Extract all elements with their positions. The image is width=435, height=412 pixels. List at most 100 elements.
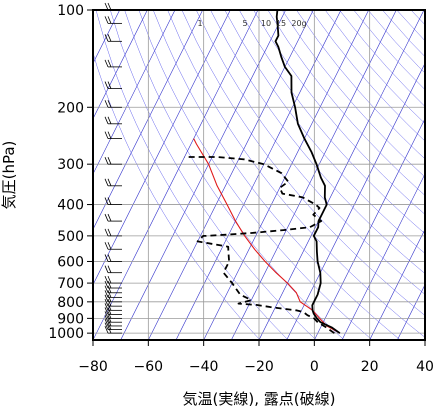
- y-tick-label: 700: [57, 276, 84, 292]
- wind-barb-feather: [107, 307, 112, 315]
- wind-barb-feather: [107, 265, 112, 273]
- y-axis-title: 気圧(hPa): [0, 141, 18, 210]
- wind-barb-feather: [104, 290, 109, 298]
- mixing-ratio-label: 10: [261, 19, 271, 28]
- isotherm-line: [93, 10, 259, 340]
- wind-barb-feather: [107, 81, 112, 89]
- wind-barb-feather: [107, 254, 112, 262]
- x-tick-label: 40: [416, 359, 434, 375]
- wind-barb-feather: [107, 311, 112, 319]
- wind-barb-feather: [104, 322, 109, 330]
- wind-barb-feather: [104, 213, 109, 222]
- wind-barb-feather: [104, 298, 109, 307]
- dry-adiabat-line: [167, 10, 425, 338]
- isotherm-line: [286, 62, 425, 340]
- wind-barb-feather: [107, 280, 112, 289]
- wind-barb-feather: [104, 157, 109, 165]
- dewpoint-line: [184, 156, 335, 334]
- wind-barb-feather: [107, 275, 112, 284]
- y-tick-label: 800: [57, 295, 84, 311]
- y-tick-label: 1000: [48, 326, 84, 342]
- wind-barb-feather: [104, 16, 109, 24]
- isotherm-line: [93, 10, 148, 120]
- y-tick-label: 200: [57, 100, 84, 116]
- wind-barb-feather: [104, 294, 109, 302]
- dry-adiabat-line: [152, 10, 401, 340]
- wind-barb-feather: [107, 116, 112, 124]
- dry-adiabat-line: [425, 10, 435, 340]
- x-tick-label: −20: [244, 359, 274, 375]
- wind-barb-feather: [107, 157, 112, 165]
- x-tick-label: 20: [361, 359, 379, 375]
- wind-barb-feather: [104, 325, 109, 334]
- y-tick-label: 100: [57, 3, 84, 19]
- dry-adiabat-line: [181, 10, 425, 316]
- wind-barb-feather: [107, 131, 112, 139]
- mixing-ratio-label: 15: [276, 19, 286, 28]
- dry-adiabat-line: [296, 10, 425, 160]
- x-axis-ticks: −80 −60 −40 −20 0 20 40: [78, 340, 434, 375]
- adiabat-lines: [93, 10, 435, 340]
- wind-barb-feather: [107, 16, 112, 24]
- wind-barb-feather: [104, 116, 109, 124]
- dry-adiabat-line: [110, 10, 317, 340]
- dry-adiabat-line: [210, 10, 425, 274]
- x-tick-label: 0: [310, 359, 319, 375]
- wind-barb-feather: [107, 298, 112, 307]
- wind-barb-feather: [107, 100, 112, 108]
- wind-barb-feather: [104, 315, 109, 323]
- wind-barbs: [104, 2, 122, 334]
- wind-barb-feather: [107, 242, 112, 250]
- isotherm-line: [424, 339, 425, 340]
- dry-adiabat-line: [253, 10, 425, 215]
- wind-barb-feather: [104, 59, 109, 68]
- mixing-ratio-label: 1: [197, 19, 202, 28]
- mixing-ratio-label: 20g: [291, 19, 306, 28]
- isotherm-line: [120, 10, 286, 340]
- wind-barb-feather: [107, 2, 112, 11]
- y-tick-label: 300: [57, 157, 84, 173]
- wind-barb-feather: [107, 178, 112, 186]
- dry-adiabat-line: [238, 10, 425, 234]
- wind-barb-feather: [104, 265, 109, 273]
- wind-barb-feather: [104, 280, 109, 289]
- grid-lines: [92, 9, 426, 340]
- dewpoint-series-path: [184, 156, 335, 334]
- dry-adiabat-line: [267, 10, 425, 196]
- wind-barb-feather: [107, 197, 112, 205]
- x-axis-title: 気温(実線), 露点(破線): [183, 390, 336, 408]
- wind-barb-feather: [107, 285, 112, 293]
- x-tick-label: −40: [189, 359, 219, 375]
- isotherm-line: [148, 10, 314, 340]
- y-tick-label: 400: [57, 198, 84, 214]
- wind-barb-feather: [104, 254, 109, 262]
- isotherm-line: [93, 10, 203, 231]
- wind-barb-feather: [104, 2, 109, 11]
- wind-barb-feather: [107, 294, 112, 302]
- dry-adiabat-line: [382, 10, 425, 58]
- wind-barb-feather: [107, 228, 112, 237]
- mixing-ratio-label: 5: [242, 19, 247, 28]
- dry-adiabat-line: [310, 10, 425, 142]
- y-tick-label: 500: [57, 229, 84, 245]
- wind-barb-feather: [104, 275, 109, 284]
- wind-barb-feather: [107, 59, 112, 68]
- temperature-series-path: [274, 10, 341, 334]
- parcel-series-path: [193, 138, 341, 334]
- wind-barb-feather: [104, 307, 109, 315]
- wind-barb-feather: [104, 303, 109, 311]
- isotherm-line: [93, 10, 176, 175]
- temperature-line: [274, 10, 341, 334]
- dry-adiabat-line: [281, 10, 425, 178]
- isotherm-line: [93, 10, 231, 286]
- isotherm-line: [369, 228, 425, 340]
- wind-barb-feather: [104, 228, 109, 237]
- wind-barb-feather: [107, 290, 112, 298]
- dry-adiabat-line: [93, 51, 261, 340]
- dry-adiabat-line: [138, 10, 373, 340]
- isotherm-line: [175, 10, 342, 340]
- wind-barb-feather: [104, 100, 109, 108]
- isotherm-line: [203, 10, 369, 340]
- wind-barb-feather: [104, 318, 109, 327]
